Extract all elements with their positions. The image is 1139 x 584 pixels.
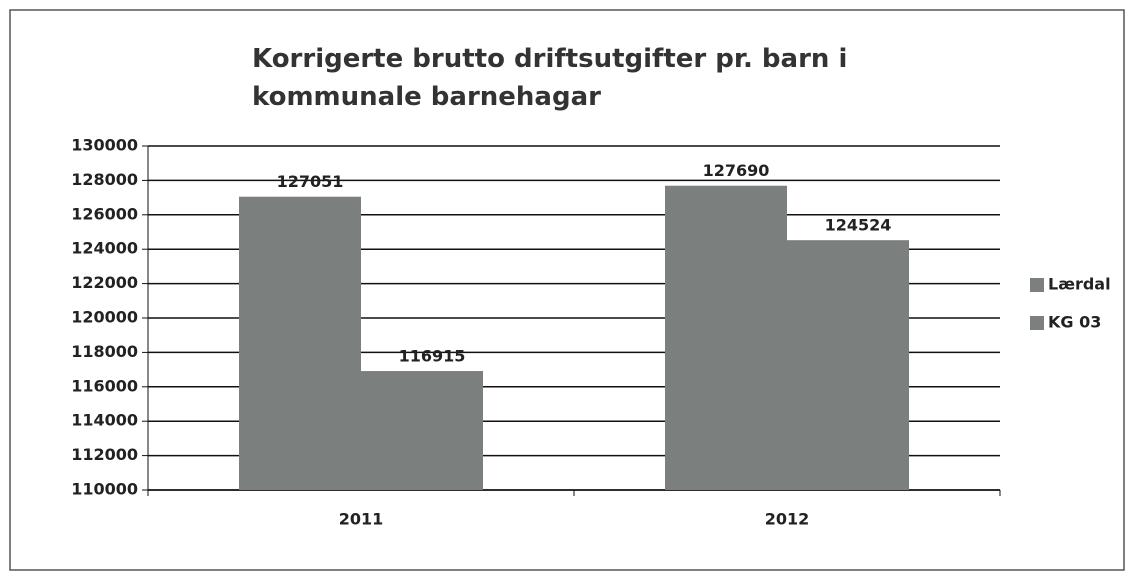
data-label: 116915 [399,347,466,366]
data-label: 124524 [825,216,892,235]
bar [665,185,787,490]
frame [9,9,1125,571]
y-tick-label: 116000 [71,376,138,395]
legend-label: KG 03 [1048,313,1101,332]
data-label: 127051 [277,172,344,191]
legend-label: Lærdal [1048,275,1111,294]
bar [239,196,361,491]
chart-title: Korrigerte brutto driftsutgifter pr. bar… [252,44,848,112]
y-tick-label: 114000 [71,411,138,430]
y-tick-label: 112000 [71,445,138,464]
bar [361,371,483,490]
y-tick-label: 130000 [71,136,138,155]
data-label: 127690 [703,161,770,180]
legend-swatch [1030,316,1044,330]
x-tick-label: 2011 [339,510,384,529]
x-tick-label: 2012 [765,510,810,529]
y-tick-label: 124000 [71,239,138,258]
y-tick-label: 126000 [71,204,138,223]
legend-swatch [1030,278,1044,292]
y-tick-label: 128000 [71,170,138,189]
bar [787,240,909,490]
y-tick-label: 118000 [71,342,138,361]
y-tick-label: 120000 [71,308,138,327]
y-tick-label: 110000 [71,480,138,499]
y-tick-label: 122000 [71,273,138,292]
